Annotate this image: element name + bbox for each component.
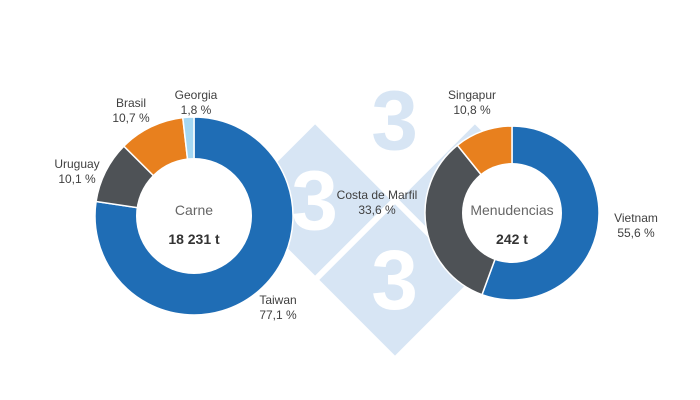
slice-label-pct: 77,1 % [259, 308, 297, 322]
donut-hole [136, 158, 252, 274]
slice-label-georgia: Georgia 1,8 % [175, 88, 218, 118]
slice-label-uruguay: Uruguay 10,1 % [54, 157, 99, 187]
slice-label-pct: 1,8 % [180, 103, 212, 117]
donut-hole [462, 163, 562, 263]
donut-chart-menudencias [424, 125, 600, 301]
slice-label-costa-de-marfil: Costa de Marfil 33,6 % [337, 188, 418, 218]
donut-chart-carne [94, 116, 294, 316]
watermark-digit: 3 [371, 73, 419, 168]
slice-label-name: Vietnam [614, 211, 658, 225]
watermark-digit: 3 [371, 232, 419, 327]
slice-label-name: Singapur [447, 88, 497, 102]
donut-center-value: 18 231 t [168, 231, 220, 247]
slice-label-pct: 10,1 % [58, 172, 96, 186]
donut-center-title: Carne [174, 202, 214, 218]
slice-label-pct: 10,7 % [112, 111, 150, 125]
slice-label-singapur: Singapur 10,8 % [448, 88, 496, 118]
slice-label-name: Brasil [115, 96, 147, 110]
donut-center-value: 242 t [496, 231, 528, 247]
slice-label-brasil: Brasil 10,7 % [112, 96, 149, 126]
slice-label-vietnam: Vietnam 55,6 % [614, 211, 658, 241]
slice-label-name: Taiwan [259, 293, 297, 307]
slice-label-pct: 33,6 % [358, 203, 396, 217]
donut-center-title: Menudencias [470, 202, 554, 218]
slice-label-taiwan: Taiwan 77,1 % [259, 293, 296, 323]
watermark-digit: 3 [291, 153, 339, 247]
slice-label-name: Uruguay [54, 157, 100, 171]
donut-center-carne: Carne 18 231 t [139, 202, 249, 247]
donut-center-menudencias: Menudencias 242 t [437, 202, 587, 247]
slice-label-name: Costa de Marfil [336, 188, 418, 202]
slice-label-pct: 10,8 % [453, 103, 491, 117]
slice-label-name: Georgia [174, 88, 218, 102]
slice-label-pct: 55,6 % [617, 226, 655, 240]
